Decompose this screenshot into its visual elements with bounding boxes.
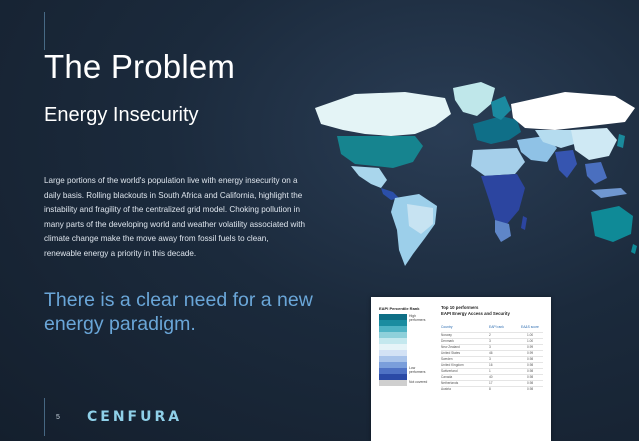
table-row: Sweden 3 0.98	[441, 356, 543, 363]
legend-swatch	[379, 344, 407, 350]
table-title-line: Top 10 performers	[441, 305, 479, 310]
cenfura-logo: CENFURA	[87, 409, 183, 425]
map-central-america	[381, 188, 399, 200]
table-cell: 0.99	[527, 351, 534, 355]
map-madagascar	[521, 216, 527, 230]
callout-text: There is a clear need for a new energy p…	[44, 289, 313, 335]
map-india	[555, 150, 577, 178]
legend-swatch	[379, 326, 407, 332]
table-cell: Austria	[441, 387, 451, 391]
table-cell: 40	[489, 375, 493, 379]
page-number: 5	[56, 414, 60, 421]
map-southern-africa	[495, 220, 511, 242]
table-cell: 3	[489, 345, 491, 349]
table-cell: Switzerland	[441, 369, 458, 373]
legend-label-low: Low performers	[409, 366, 426, 374]
header-accent-line	[44, 12, 45, 50]
legend-label-none: Not covered	[409, 380, 428, 384]
slide-title: The Problem	[44, 48, 236, 85]
table-cell: 0.98	[527, 369, 534, 373]
table-cell: Netherlands	[441, 381, 459, 385]
map-se-asia	[585, 162, 607, 184]
map-south-america	[391, 194, 437, 266]
table-row: United Kingdom 16 0.98	[441, 362, 543, 369]
table-title-line: EAPI Energy Access and Security	[441, 310, 510, 316]
world-map-image	[315, 82, 637, 266]
table-cell: 0.98	[527, 387, 534, 391]
table-row: United States 46 0.99	[441, 350, 543, 357]
column-header: EA&S score	[521, 325, 539, 329]
table-row: Netherlands 17 0.98	[441, 380, 543, 387]
legend-swatch	[379, 374, 407, 380]
table-cell: United Kingdom	[441, 363, 464, 367]
table-row: New Zealand 3 0.99	[441, 344, 543, 351]
table-cell: New Zealand	[441, 345, 460, 349]
map-greenland	[453, 82, 495, 116]
map-china	[571, 128, 617, 160]
legend-swatch	[379, 362, 407, 368]
table-cell: 3	[489, 339, 491, 343]
table-cell: United States	[441, 351, 461, 355]
map-australia	[591, 206, 633, 242]
legend-swatch	[379, 368, 407, 374]
table-cell: Denmark	[441, 339, 454, 343]
table-cell: 3	[489, 357, 491, 361]
slide-subtitle: Energy Insecurity	[44, 104, 199, 126]
table-cell: Canada	[441, 375, 453, 379]
table-cell: 46	[489, 351, 493, 355]
table-cell: 16	[489, 363, 493, 367]
legend-swatch	[379, 314, 407, 320]
map-europe	[473, 116, 521, 144]
map-usa	[337, 136, 423, 168]
table-cell: 2	[489, 333, 491, 337]
table-cell: Sweden	[441, 357, 453, 361]
footer-accent-line	[44, 398, 45, 436]
legend-title: EAPI Percentile Rank	[379, 306, 420, 311]
legend-label-high: High performers	[409, 314, 426, 322]
table-cell: 1	[489, 369, 491, 373]
table-cell: 8	[489, 387, 491, 391]
legend-swatch	[379, 332, 407, 338]
legend-swatch	[379, 350, 407, 356]
legend-swatch	[379, 356, 407, 362]
table-cell: 1.00	[527, 339, 534, 343]
table-cell: Norway	[441, 333, 452, 337]
legend-swatch	[379, 338, 407, 344]
table-cell: 1.00	[527, 333, 534, 337]
eapi-inset-figure: EAPI Percentile Rank High performers Low…	[371, 297, 551, 441]
table-cell: 0.98	[527, 375, 534, 379]
map-indonesia	[591, 188, 627, 198]
body-paragraph: Large portions of the world's population…	[44, 176, 305, 258]
table-title: Top 10 performers EAPI Energy Access and…	[441, 305, 510, 316]
table-cell: 0.98	[527, 363, 534, 367]
map-russia	[511, 92, 635, 130]
table-row: Switzerland 1 0.98	[441, 368, 543, 375]
map-brazil	[407, 204, 433, 234]
table-row: Canada 40 0.98	[441, 374, 543, 381]
map-japan	[617, 134, 625, 148]
map-north-africa	[471, 148, 525, 176]
column-header: EAPI rank	[489, 325, 504, 329]
table-row: Austria 8 0.98	[441, 386, 543, 393]
legend-swatch	[379, 380, 407, 386]
map-sub-saharan-africa	[481, 174, 525, 224]
table-row: Denmark 3 1.00	[441, 338, 543, 345]
map-new-zealand	[631, 244, 637, 254]
table-row: Norway 2 1.00	[441, 332, 543, 339]
map-canada	[315, 92, 451, 136]
map-scandinavia	[491, 96, 511, 120]
column-header: Country	[441, 325, 453, 329]
table-cell: 0.98	[527, 381, 534, 385]
table-cell: 17	[489, 381, 493, 385]
table-cell: 0.99	[527, 345, 534, 349]
map-central-asia	[535, 130, 581, 148]
map-mexico	[351, 166, 387, 188]
legend-swatch	[379, 320, 407, 326]
table-cell: 0.98	[527, 357, 534, 361]
